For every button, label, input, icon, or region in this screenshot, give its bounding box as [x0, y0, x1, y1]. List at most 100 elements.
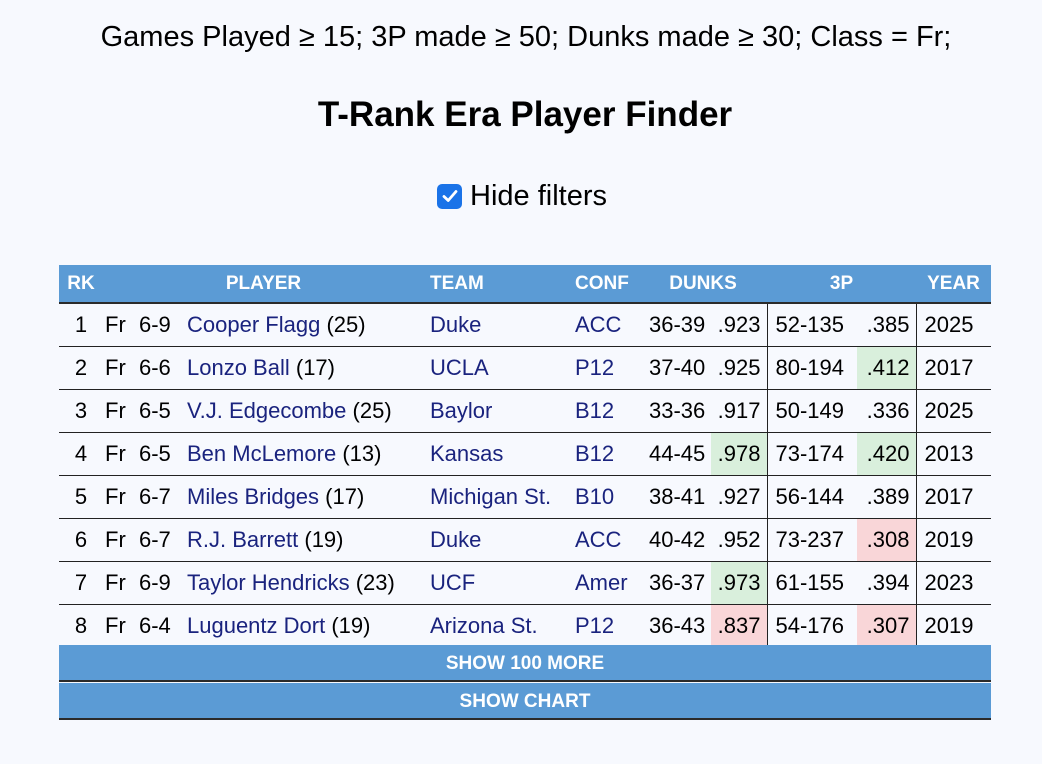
height-cell: 6-6: [137, 346, 185, 390]
dunks-pct-cell: .917: [711, 389, 768, 433]
class-cell: Fr: [103, 389, 137, 433]
conf-cell: Amer: [569, 561, 639, 605]
height-cell: 6-5: [137, 389, 185, 433]
team-link[interactable]: Duke: [430, 312, 482, 337]
three-made-cell: 56-144: [767, 475, 857, 519]
team-link[interactable]: UCF: [430, 570, 476, 595]
height-cell: 6-4: [137, 604, 185, 648]
team-cell: Duke: [424, 303, 569, 347]
table-row: 5 Fr 6-7 Miles Bridges (17) Michigan St. B10 3…: [59, 475, 991, 519]
team-link[interactable]: Baylor: [430, 398, 493, 423]
header-team[interactable]: TEAM: [424, 265, 569, 304]
height-cell: 6-5: [137, 432, 185, 476]
conf-cell: ACC: [569, 303, 639, 347]
hide-filters-checkbox[interactable]: [437, 183, 462, 209]
games-played: (19): [331, 613, 371, 638]
conf-cell: ACC: [569, 518, 639, 562]
games-played: (17): [325, 484, 365, 509]
conf-cell: B12: [569, 389, 639, 433]
team-cell: Kansas: [424, 432, 569, 476]
table-row: 1 Fr 6-9 Cooper Flagg (25) Duke ACC 36-39.923 5…: [59, 303, 991, 347]
team-cell: UCF: [424, 561, 569, 605]
player-cell: Luguentz Dort (19): [185, 604, 424, 648]
team-link[interactable]: Kansas: [430, 441, 504, 466]
dunks-pct-cell: .925: [711, 346, 768, 390]
player-cell: R.J. Barrett (19): [185, 518, 424, 562]
player-link[interactable]: R.J. Barrett: [187, 527, 299, 552]
player-link[interactable]: Luguentz Dort: [187, 613, 326, 638]
team-link[interactable]: UCLA: [430, 355, 489, 380]
player-link[interactable]: V.J. Edgecombe: [187, 398, 347, 423]
class-cell: Fr: [103, 303, 137, 347]
three-pct-cell: .336: [857, 389, 917, 433]
games-played: (13): [342, 441, 382, 466]
header-player[interactable]: PLAYER: [103, 265, 424, 304]
team-cell: Michigan St.: [424, 475, 569, 519]
conf-link[interactable]: P12: [575, 613, 615, 638]
table-body: 1 Fr 6-9 Cooper Flagg (25) Duke ACC 36-39.923 5…: [59, 303, 991, 648]
games-played: (23): [355, 570, 395, 595]
dunks-pct-cell: .923: [711, 303, 768, 347]
header-year[interactable]: YEAR: [916, 265, 991, 304]
three-pct-cell: .394: [857, 561, 917, 605]
year-cell: 2019: [916, 604, 991, 648]
header-3p[interactable]: 3P: [767, 265, 916, 304]
team-link[interactable]: Duke: [430, 527, 482, 552]
dunks-made-cell: 36-43: [639, 604, 711, 648]
height-cell: 6-7: [137, 475, 185, 519]
dunks-made-cell: 33-36: [639, 389, 711, 433]
conf-link[interactable]: B12: [575, 441, 615, 466]
team-cell: Duke: [424, 518, 569, 562]
team-cell: Arizona St.: [424, 604, 569, 648]
conf-link[interactable]: B10: [575, 484, 615, 509]
conf-cell: P12: [569, 604, 639, 648]
checkmark-icon: [442, 190, 457, 202]
games-played: (17): [295, 355, 335, 380]
year-cell: 2017: [916, 475, 991, 519]
team-cell: UCLA: [424, 346, 569, 390]
conf-link[interactable]: B12: [575, 398, 615, 423]
header-conf[interactable]: CONF: [569, 265, 639, 304]
player-link[interactable]: Cooper Flagg: [187, 312, 321, 337]
class-cell: Fr: [103, 518, 137, 562]
rank-cell: 5: [59, 475, 103, 519]
player-link[interactable]: Taylor Hendricks: [187, 570, 350, 595]
dunks-pct-cell: .927: [711, 475, 768, 519]
dunks-pct-cell: .952: [711, 518, 768, 562]
player-link[interactable]: Ben McLemore: [187, 441, 337, 466]
hide-filters-label: Hide filters: [470, 179, 607, 212]
player-link[interactable]: Miles Bridges: [187, 484, 320, 509]
team-link[interactable]: Arizona St.: [430, 613, 538, 638]
three-pct-cell: .307: [857, 604, 917, 648]
table-row: 7 Fr 6-9 Taylor Hendricks (23) UCF Amer 36-37.…: [59, 561, 991, 605]
rank-cell: 4: [59, 432, 103, 476]
conf-link[interactable]: Amer: [575, 570, 628, 595]
conf-link[interactable]: ACC: [575, 312, 622, 337]
three-made-cell: 50-149: [767, 389, 857, 433]
player-link[interactable]: Lonzo Ball: [187, 355, 290, 380]
header-rk[interactable]: RK: [59, 265, 103, 304]
dunks-pct-cell: .978: [711, 432, 768, 476]
class-cell: Fr: [103, 561, 137, 605]
conf-link[interactable]: P12: [575, 355, 615, 380]
rank-cell: 7: [59, 561, 103, 605]
player-cell: Miles Bridges (17): [185, 475, 424, 519]
conf-link[interactable]: ACC: [575, 527, 622, 552]
height-cell: 6-9: [137, 303, 185, 347]
three-pct-cell: .385: [857, 303, 917, 347]
class-cell: Fr: [103, 432, 137, 476]
team-link[interactable]: Michigan St.: [430, 484, 552, 509]
show-chart-button[interactable]: SHOW CHART: [59, 683, 991, 720]
dunks-made-cell: 37-40: [639, 346, 711, 390]
rank-cell: 6: [59, 518, 103, 562]
show-more-button[interactable]: SHOW 100 MORE: [59, 645, 991, 682]
rank-cell: 3: [59, 389, 103, 433]
hide-filters-toggle[interactable]: Hide filters: [437, 176, 607, 216]
rank-cell: 8: [59, 604, 103, 648]
table-row: 6 Fr 6-7 R.J. Barrett (19) Duke ACC 40-42.952 7…: [59, 518, 991, 562]
conf-cell: P12: [569, 346, 639, 390]
rank-cell: 1: [59, 303, 103, 347]
games-played: (19): [304, 527, 344, 552]
header-dunks[interactable]: DUNKS: [639, 265, 767, 304]
dunks-pct-cell: .837: [711, 604, 768, 648]
